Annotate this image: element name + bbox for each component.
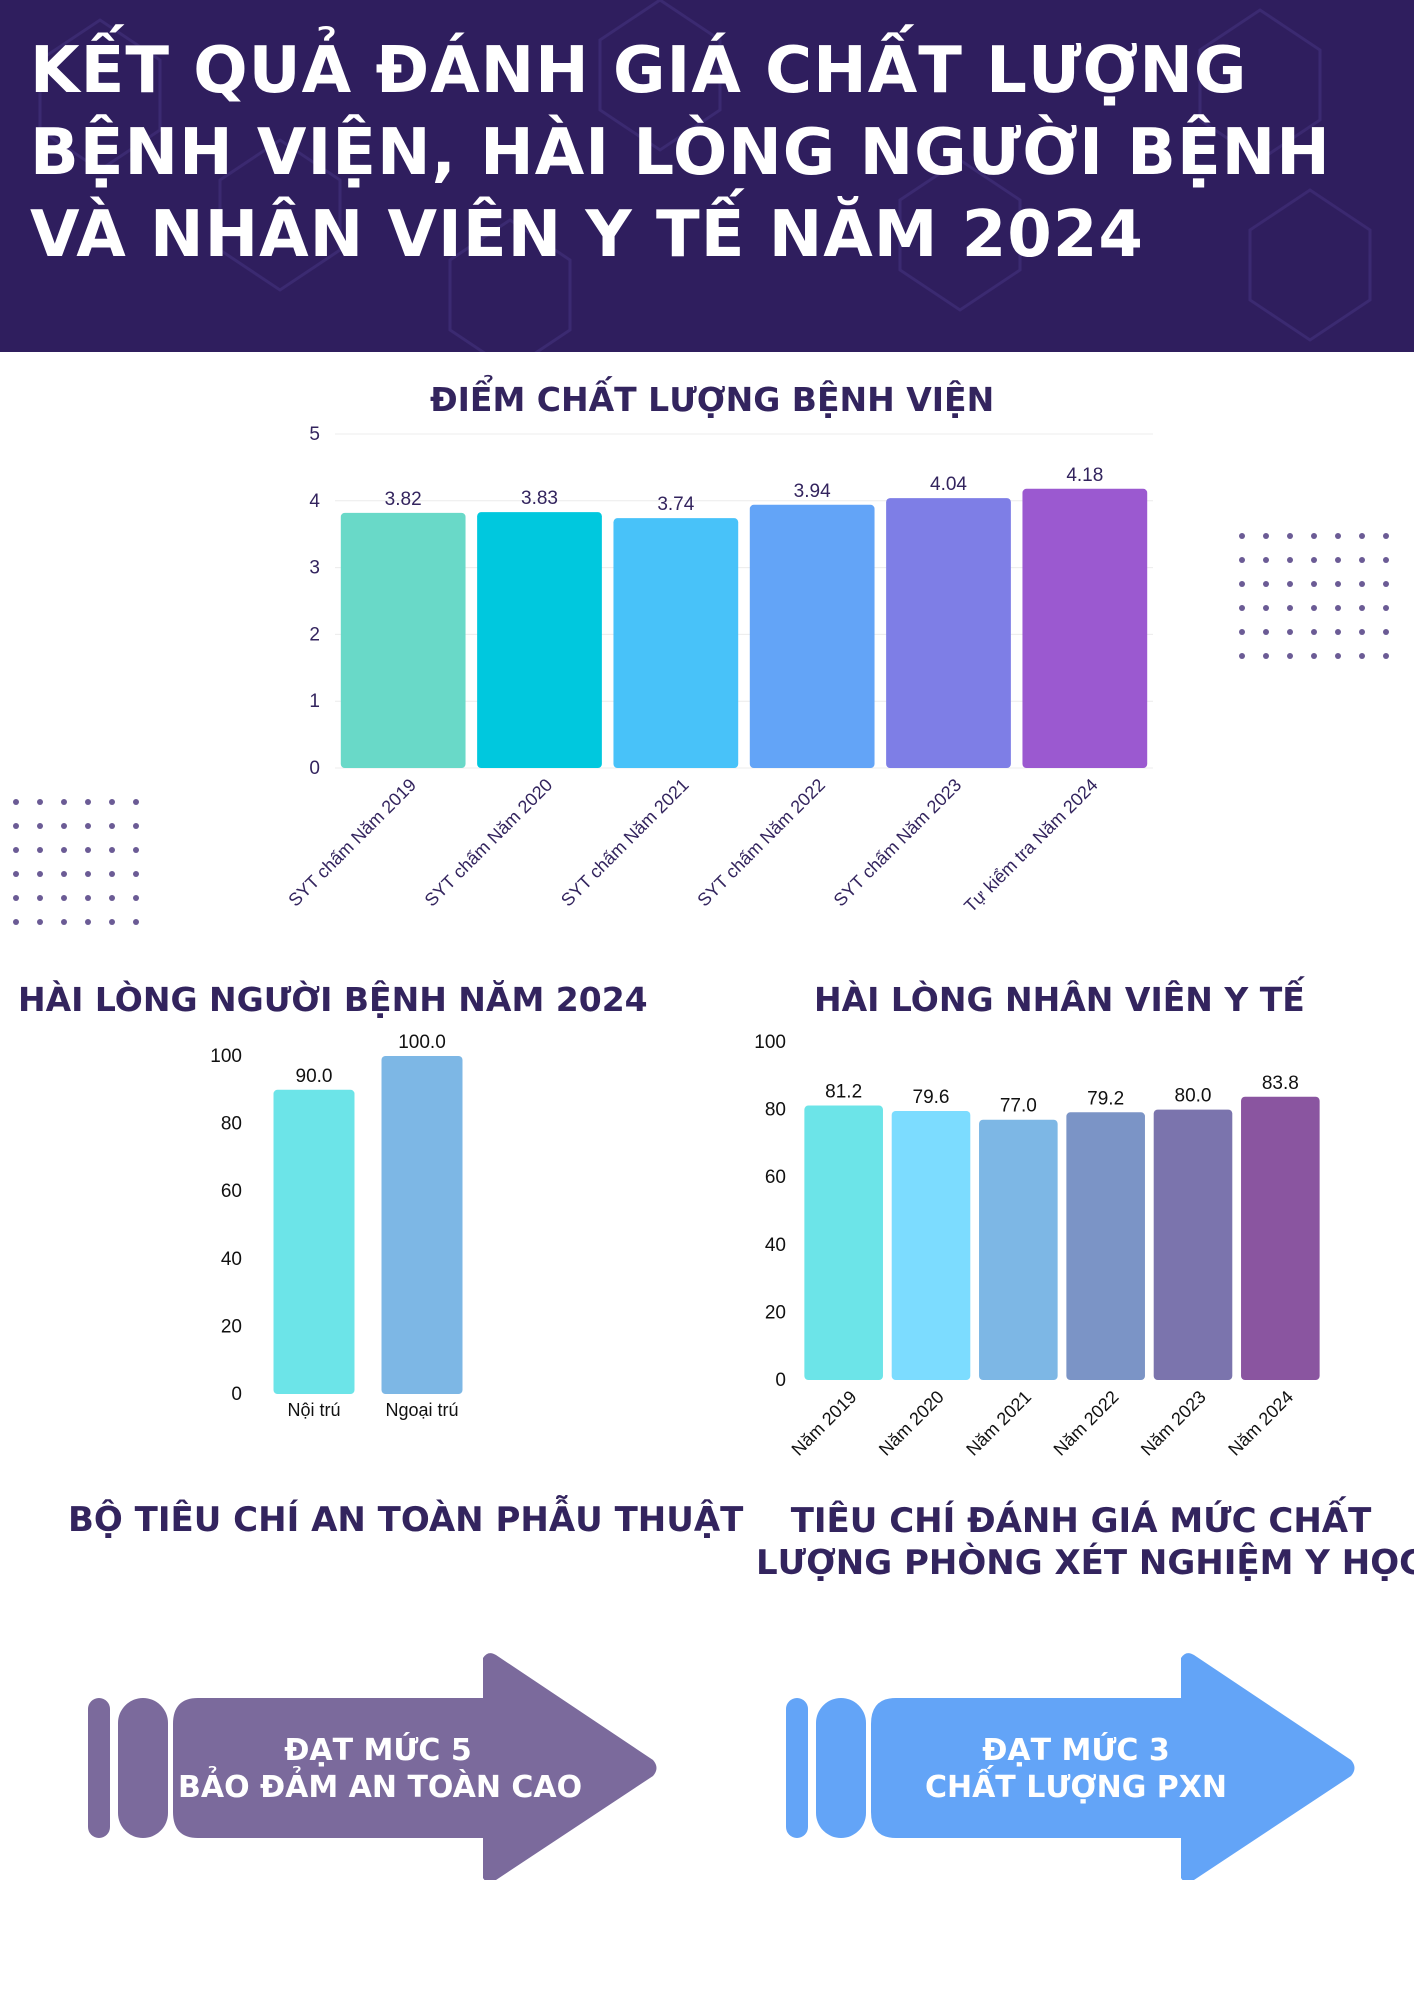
data-label: 3.74 xyxy=(657,494,694,515)
data-label: 100.0 xyxy=(398,1032,446,1053)
quality-score-chart: 0 1 2 3 4 5 3.82 SYT chấm Năm 2019 3.83 SYT chấm … xyxy=(284,424,1153,916)
y-tick-label: 0 xyxy=(231,1384,242,1405)
page-title: KẾT QUẢ ĐÁNH GIÁ CHẤT LƯỢNG BỆNH VIỆN, H… xyxy=(30,34,1331,272)
category-label: Ngoại trú xyxy=(385,1400,458,1420)
arrow-shape-surgery xyxy=(88,1653,657,1883)
category-label: Tự kiểm tra Năm 2024 xyxy=(960,775,1101,916)
category-label: Năm 2019 xyxy=(788,1387,861,1460)
category-label: Năm 2021 xyxy=(962,1387,1035,1460)
data-label: 80.0 xyxy=(1175,1086,1212,1107)
lab-badge-line1: ĐẠT MỨC 3 xyxy=(982,1733,1170,1768)
bar xyxy=(1241,1096,1320,1380)
data-label: 4.04 xyxy=(930,474,967,495)
category-label: SYT chấm Năm 2022 xyxy=(693,775,829,911)
staff-satisfaction-chart: 0 20 40 60 80 100 81.2 Năm 2019 79.6 Năm 2020 77.0… xyxy=(754,1032,1320,1460)
bar xyxy=(804,1105,883,1380)
staff-satisfaction-title: HÀI LÒNG NHÂN VIÊN Y TẾ xyxy=(814,980,1305,1019)
y-tick-label: 100 xyxy=(754,1032,786,1053)
y-tick-label: 100 xyxy=(210,1046,242,1067)
arrow-shape-lab xyxy=(786,1653,1355,1883)
category-label: SYT chấm Năm 2021 xyxy=(557,775,693,911)
bar xyxy=(477,512,602,768)
bar xyxy=(273,1089,355,1394)
patient-satisfaction-chart: 0 20 40 60 80 100 90.0 Nội trú 100.0 Ngoại trú xyxy=(210,1032,463,1420)
y-tick-label: 5 xyxy=(309,424,320,445)
lab-title-line1: TIÊU CHÍ ĐÁNH GIÁ MỨC CHẤT xyxy=(790,1501,1372,1541)
category-label: Năm 2020 xyxy=(875,1387,948,1460)
category-label: Năm 2022 xyxy=(1050,1387,1123,1460)
y-tick-label: 4 xyxy=(309,491,320,512)
y-tick-label: 20 xyxy=(221,1316,242,1337)
category-label: SYT chấm Năm 2019 xyxy=(284,775,420,911)
bar xyxy=(1153,1109,1233,1380)
data-label: 79.6 xyxy=(913,1087,950,1108)
bar xyxy=(1066,1112,1145,1380)
lab-title-line2: LƯỢNG PHÒNG XÉT NGHIỆM Y HỌC xyxy=(756,1543,1414,1583)
patient-satisfaction-title: HÀI LÒNG NGƯỜI BỆNH NĂM 2024 xyxy=(18,980,648,1019)
bar xyxy=(613,518,739,768)
data-label: 83.8 xyxy=(1262,1073,1299,1094)
category-label: Năm 2023 xyxy=(1137,1387,1210,1460)
surgery-badge-line2: BẢO ĐẢM AN TOÀN CAO xyxy=(178,1770,583,1805)
data-label: 3.83 xyxy=(521,488,558,509)
surgery-level-badge: ĐẠT MỨC 5 BẢO ĐẢM AN TOÀN CAO xyxy=(88,1650,658,1883)
lab-quality-title: TIÊU CHÍ ĐÁNH GIÁ MỨC CHẤT LƯỢNG PHÒNG X… xyxy=(756,1500,1414,1584)
surgery-badge-line1: ĐẠT MỨC 5 xyxy=(284,1733,472,1768)
dot-grid-left xyxy=(13,799,139,925)
y-tick-label: 2 xyxy=(309,624,320,645)
y-tick-label: 0 xyxy=(309,758,320,779)
surgery-safety-title: BỘ TIÊU CHÍ AN TOÀN PHẪU THUẬT xyxy=(68,1500,744,1540)
dot-grid-right xyxy=(1239,533,1389,659)
data-label: 77.0 xyxy=(1000,1096,1037,1117)
data-label: 90.0 xyxy=(296,1066,333,1087)
y-tick-label: 60 xyxy=(765,1167,786,1188)
y-tick-label: 80 xyxy=(765,1100,786,1121)
y-tick-label: 1 xyxy=(309,691,320,712)
data-label: 3.94 xyxy=(794,481,831,502)
bar xyxy=(891,1110,971,1380)
bar xyxy=(886,498,1011,768)
data-label: 79.2 xyxy=(1087,1088,1124,1109)
lab-level-badge: ĐẠT MỨC 3 CHẤT LƯỢNG PXN xyxy=(786,1650,1356,1883)
category-label: SYT chấm Năm 2020 xyxy=(421,775,557,911)
bar xyxy=(381,1056,463,1394)
y-tick-label: 40 xyxy=(221,1249,242,1270)
y-tick-label: 3 xyxy=(309,558,320,579)
category-label: SYT chấm Năm 2023 xyxy=(830,775,966,911)
data-label: 81.2 xyxy=(825,1082,862,1103)
category-label: Nội trú xyxy=(287,1400,340,1420)
y-tick-label: 80 xyxy=(221,1114,242,1135)
hexagon-pattern xyxy=(38,0,1372,352)
data-label: 4.18 xyxy=(1066,465,1103,486)
lab-badge-line2: CHẤT LƯỢNG PXN xyxy=(924,1770,1228,1805)
bar xyxy=(749,504,875,768)
category-label: Năm 2024 xyxy=(1224,1387,1297,1460)
data-label: 3.82 xyxy=(385,489,422,510)
y-tick-label: 40 xyxy=(765,1235,786,1256)
bar xyxy=(979,1119,1058,1380)
y-tick-label: 60 xyxy=(221,1181,242,1202)
y-tick-label: 0 xyxy=(775,1370,786,1391)
quality-chart-title: ĐIỂM CHẤT LƯỢNG BỆNH VIỆN xyxy=(430,380,995,419)
y-tick-label: 20 xyxy=(765,1302,786,1323)
header-banner: KẾT QUẢ ĐÁNH GIÁ CHẤT LƯỢNG BỆNH VIỆN, H… xyxy=(0,0,1414,352)
bar xyxy=(340,512,466,768)
bar xyxy=(1022,488,1148,768)
